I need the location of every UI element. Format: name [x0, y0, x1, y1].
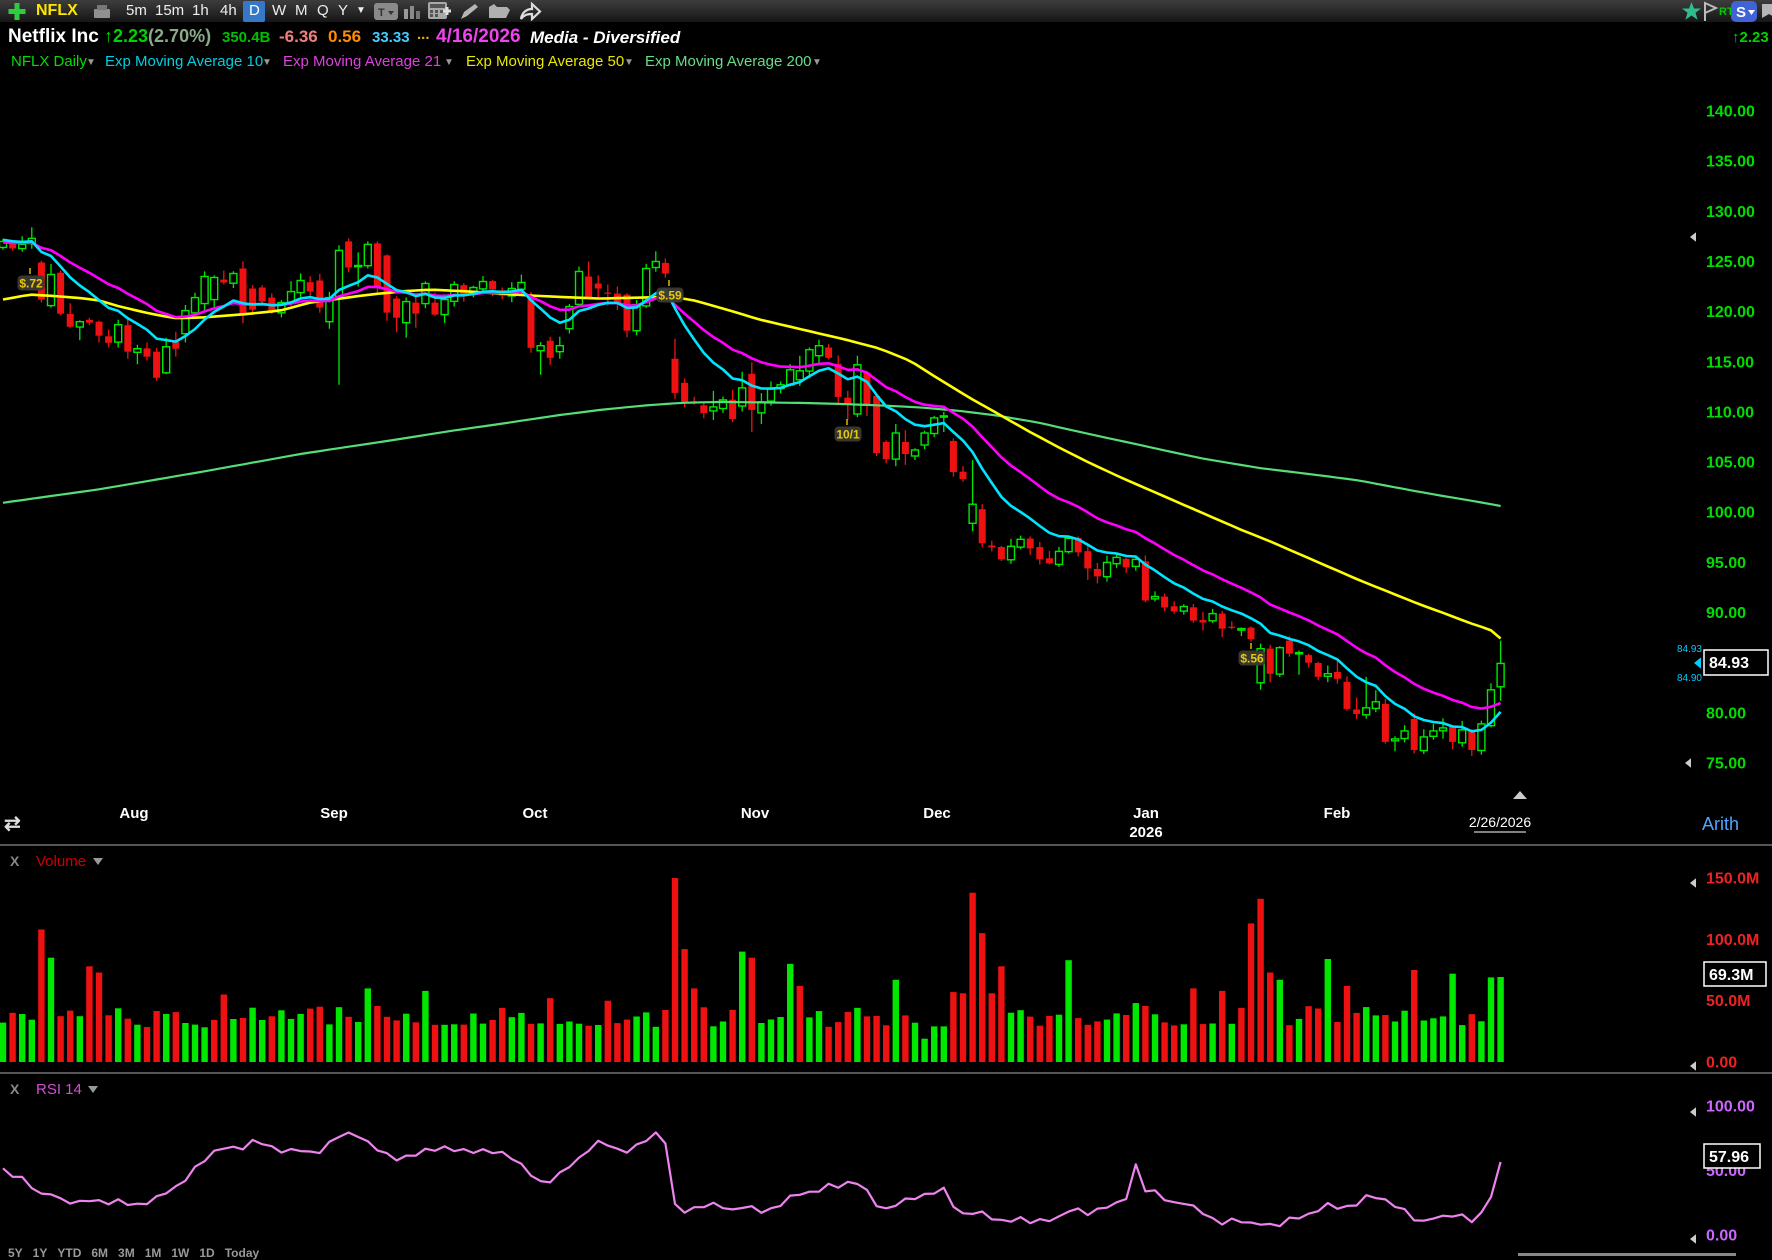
svg-text:100.00: 100.00 [1706, 1099, 1755, 1116]
svg-text:X: X [10, 1081, 20, 1097]
svg-text:$.56: $.56 [1240, 652, 1264, 666]
svg-text:RSI 14: RSI 14 [36, 1081, 82, 1098]
svg-text:150.0M: 150.0M [1706, 871, 1759, 888]
svg-text:90.00: 90.00 [1706, 605, 1746, 622]
svg-text:130.00: 130.00 [1706, 204, 1755, 221]
svg-text:5Y 1Y YTD 6M 3M 1M: 5Y 1Y YTD 6M 3M 1M 1W 1D Today [8, 1246, 259, 1260]
svg-text:10/1: 10/1 [836, 428, 860, 442]
svg-text:0.00: 0.00 [1706, 1228, 1737, 1245]
svg-text:135.00: 135.00 [1706, 154, 1755, 171]
svg-text:105.00: 105.00 [1706, 455, 1755, 472]
svg-text:84.90: 84.90 [1677, 673, 1702, 684]
svg-text:Jan: Jan [1133, 805, 1159, 822]
svg-text:X: X [10, 853, 20, 869]
svg-text:⇄: ⇄ [4, 813, 21, 835]
svg-text:$.59: $.59 [658, 289, 682, 303]
svg-text:69.3M: 69.3M [1709, 967, 1753, 984]
svg-text:T: T [378, 7, 385, 19]
svg-text:75.00: 75.00 [1706, 756, 1746, 773]
svg-text:84.93: 84.93 [1709, 655, 1749, 672]
svg-text:0.00: 0.00 [1706, 1055, 1737, 1072]
svg-text:Volume: Volume [36, 853, 86, 870]
svg-text:110.00: 110.00 [1706, 404, 1754, 421]
svg-text:Arith: Arith [1702, 814, 1739, 834]
svg-text:100.00: 100.00 [1706, 505, 1755, 522]
svg-text:Feb: Feb [1324, 805, 1351, 822]
svg-text:2/26/2026: 2/26/2026 [1469, 814, 1531, 830]
svg-text:115.00: 115.00 [1706, 354, 1754, 371]
svg-text:120.00: 120.00 [1706, 304, 1755, 321]
svg-text:50.0M: 50.0M [1706, 993, 1750, 1010]
svg-text:84.93: 84.93 [1677, 644, 1702, 655]
svg-text:S: S [1736, 4, 1746, 21]
svg-text:95.00: 95.00 [1706, 555, 1746, 572]
svg-text:Nov: Nov [741, 805, 770, 822]
svg-text:57.96: 57.96 [1709, 1149, 1749, 1166]
svg-text:140.00: 140.00 [1706, 104, 1755, 121]
svg-text:Sep: Sep [320, 805, 348, 822]
svg-text:Oct: Oct [522, 805, 547, 822]
svg-text:125.00: 125.00 [1706, 254, 1755, 271]
svg-text:100.0M: 100.0M [1706, 932, 1759, 949]
svg-text:2026: 2026 [1129, 824, 1162, 841]
svg-text:Aug: Aug [119, 805, 148, 822]
svg-text:$.72: $.72 [19, 277, 43, 291]
svg-text:80.00: 80.00 [1706, 705, 1746, 722]
svg-text:Dec: Dec [923, 805, 951, 822]
